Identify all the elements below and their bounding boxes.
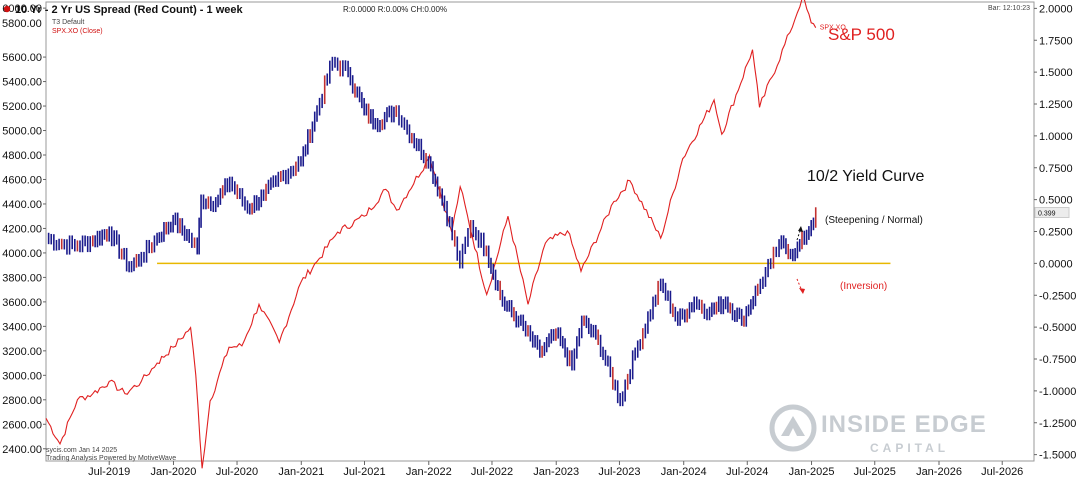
logo-line2: CAPITAL — [870, 441, 949, 455]
y-left-tick-label: 3200.00 — [2, 346, 42, 358]
inversion-arrow-icon — [796, 278, 805, 294]
y-right-tick-label: 0.2500 — [1039, 227, 1073, 239]
y-left-tick-label: 4600.00 — [2, 174, 42, 186]
y-right-tick-label: -0.7500 — [1039, 354, 1076, 366]
logo-mark-icon — [781, 416, 805, 436]
x-tick-label: Jan-2020 — [151, 466, 197, 478]
y-left-tick-label: 5400.00 — [2, 77, 42, 89]
y-right-tick-label: -1.5000 — [1039, 450, 1076, 462]
y-right-tick-label: 2.0000 — [1039, 3, 1073, 15]
inversion-annotation: (Inversion) — [840, 281, 887, 292]
footer-powered: Trading Analysis Powered by MotiveWave — [46, 455, 176, 462]
bar-info: Bar: 12:10:23 — [988, 5, 1030, 12]
y-right-tick-label: -1.2500 — [1039, 418, 1076, 430]
subtitle-default: T3 Default — [52, 19, 84, 26]
y-left-tick-label: 4200.00 — [2, 223, 42, 235]
y-right-tick-label: 0.0000 — [1039, 258, 1073, 270]
x-tick-label: Jul-2019 — [88, 466, 130, 478]
x-tick-label: Jan-2021 — [278, 466, 324, 478]
y-right-tick-label: -1.0000 — [1039, 386, 1076, 398]
y-left-tick-label: 3000.00 — [2, 370, 42, 382]
left-cut-label: 5800.00 — [2, 18, 42, 30]
x-tick-label: Jan-2026 — [916, 466, 962, 478]
x-tick-label: Jul-2022 — [471, 466, 513, 478]
y-axis-right: 2.0000 1.7500 1.5000 1.2500 1.0000 0.7500 0.50… — [1034, 3, 1076, 462]
x-tick-label: Jul-2023 — [598, 466, 640, 478]
x-tick-label: Jan-2022 — [406, 466, 452, 478]
x-tick-label: Jan-2024 — [661, 466, 707, 478]
y-right-tick-label: 1.7500 — [1039, 35, 1073, 47]
x-tick-label: Jul-2026 — [981, 466, 1023, 478]
spread-last-value: 0.399 — [1038, 211, 1056, 218]
spread-last-tag — [1034, 207, 1070, 219]
y-left-tick-label: 3400.00 — [2, 321, 42, 333]
inside-edge-logo: INSIDE EDGE CAPITAL — [769, 404, 987, 455]
y-left-tick-label: 6000.00 — [2, 3, 42, 15]
y-left-tick-label: 5200.00 — [2, 101, 42, 113]
chart-marks — [45, 0, 891, 469]
footer-date: sycis.com Jan 14 2025 — [46, 447, 117, 454]
readout: R:0.0000 R:0.00% CH:0.00% — [343, 5, 447, 14]
y-right-tick-label: 1.2500 — [1039, 99, 1073, 111]
steepening-annotation: (Steepening / Normal) — [825, 215, 923, 226]
x-tick-label: Jul-2021 — [343, 466, 385, 478]
spread-annotation: 10/2 Yield Curve — [807, 168, 925, 185]
y-left-tick-label: 3800.00 — [2, 272, 42, 284]
y-left-tick-label: 3600.00 — [2, 297, 42, 309]
y-right-tick-label: -0.2500 — [1039, 290, 1076, 302]
x-tick-label: Jul-2024 — [726, 466, 768, 478]
y-left-tick-label: 4000.00 — [2, 248, 42, 260]
x-tick-label: Jul-2025 — [854, 466, 896, 478]
steepening-arrow-icon — [796, 226, 803, 241]
logo-ring-icon — [769, 404, 817, 452]
title-dot-icon — [3, 5, 11, 13]
y-left-tick-label: 4800.00 — [2, 150, 42, 162]
y-left-tick-label: 4400.00 — [2, 199, 42, 211]
y-left-tick-label: 2800.00 — [2, 395, 42, 407]
y-left-tick-label: 5000.00 — [2, 126, 42, 138]
x-tick-label: Jan-2025 — [789, 466, 835, 478]
spx-last-label: SPX.XO — [820, 25, 847, 32]
y-axis-left: 6000.00 5600.00 5400.00 5200.00 5000.00 4800.… — [2, 3, 46, 456]
spread-series-bars — [47, 56, 817, 407]
y-right-tick-label: 0.7500 — [1039, 163, 1073, 175]
x-tick-label: Jan-2023 — [533, 466, 579, 478]
x-tick-label: Jul-2020 — [216, 466, 258, 478]
y-left-tick-label: 2400.00 — [2, 444, 42, 456]
x-axis: Jul-2019 Jan-2020 Jul-2020 Jan-2021 Jul-2021… — [88, 461, 1023, 478]
y-right-tick-label: 0.5000 — [1039, 195, 1073, 207]
spx-series-line — [45, 0, 817, 469]
chart-title: 10 Yr - 2 Yr US Spread (Red Count) - 1 w… — [15, 4, 243, 16]
y-right-tick-label: 1.0000 — [1039, 131, 1073, 143]
y-left-tick-label: 5600.00 — [2, 52, 42, 64]
spx-annotation: S&P 500 — [828, 25, 895, 44]
logo-line1: INSIDE EDGE — [821, 411, 987, 438]
subtitle-series: SPX.XO (Close) — [52, 28, 103, 35]
y-left-tick-label: 2600.00 — [2, 419, 42, 431]
y-right-tick-label: 1.5000 — [1039, 67, 1073, 79]
y-right-tick-label: -0.5000 — [1039, 322, 1076, 334]
